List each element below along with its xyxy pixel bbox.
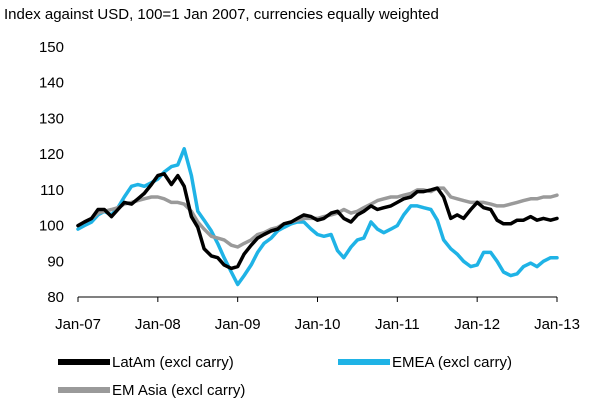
- x-tick-label: Jan-08: [135, 316, 181, 333]
- legend: LatAm (excl carry) EMEA (excl carry) EM As…: [58, 354, 512, 399]
- y-tick-label: 130: [39, 110, 64, 127]
- x-tick-label: Jan-07: [55, 316, 101, 333]
- chart-subtitle: Index against USD, 100=1 Jan 2007, curre…: [4, 6, 439, 23]
- x-tick-label: Jan-09: [215, 316, 261, 333]
- series-line-emea: [76, 147, 559, 287]
- legend-label: EMEA (excl carry): [392, 354, 512, 371]
- x-tick-label: Jan-11: [375, 316, 420, 333]
- x-axis: Jan-07 Jan-08 Jan-09 Jan-10 Jan-11 Jan-12 Jan-…: [55, 297, 580, 333]
- y-tick-label: 100: [39, 218, 64, 235]
- y-axis: 80 90 100 110 120 130 140 150: [39, 39, 64, 306]
- series-line-latam: [76, 172, 559, 271]
- plot-area: [76, 147, 559, 287]
- y-tick-label: 80: [47, 289, 64, 306]
- x-tick-label: Jan-12: [454, 316, 500, 333]
- y-tick-label: 150: [39, 39, 64, 56]
- y-tick-label: 90: [47, 253, 64, 270]
- x-tick-label: Jan-13: [534, 316, 580, 333]
- legend-label: EM Asia (excl carry): [112, 382, 245, 399]
- y-tick-label: 120: [39, 146, 64, 163]
- legend-label: LatAm (excl carry): [112, 354, 234, 371]
- y-tick-label: 140: [39, 75, 64, 92]
- series-line-em: [76, 186, 559, 249]
- y-tick-label: 110: [40, 182, 64, 199]
- x-tick-label: Jan-10: [295, 316, 341, 333]
